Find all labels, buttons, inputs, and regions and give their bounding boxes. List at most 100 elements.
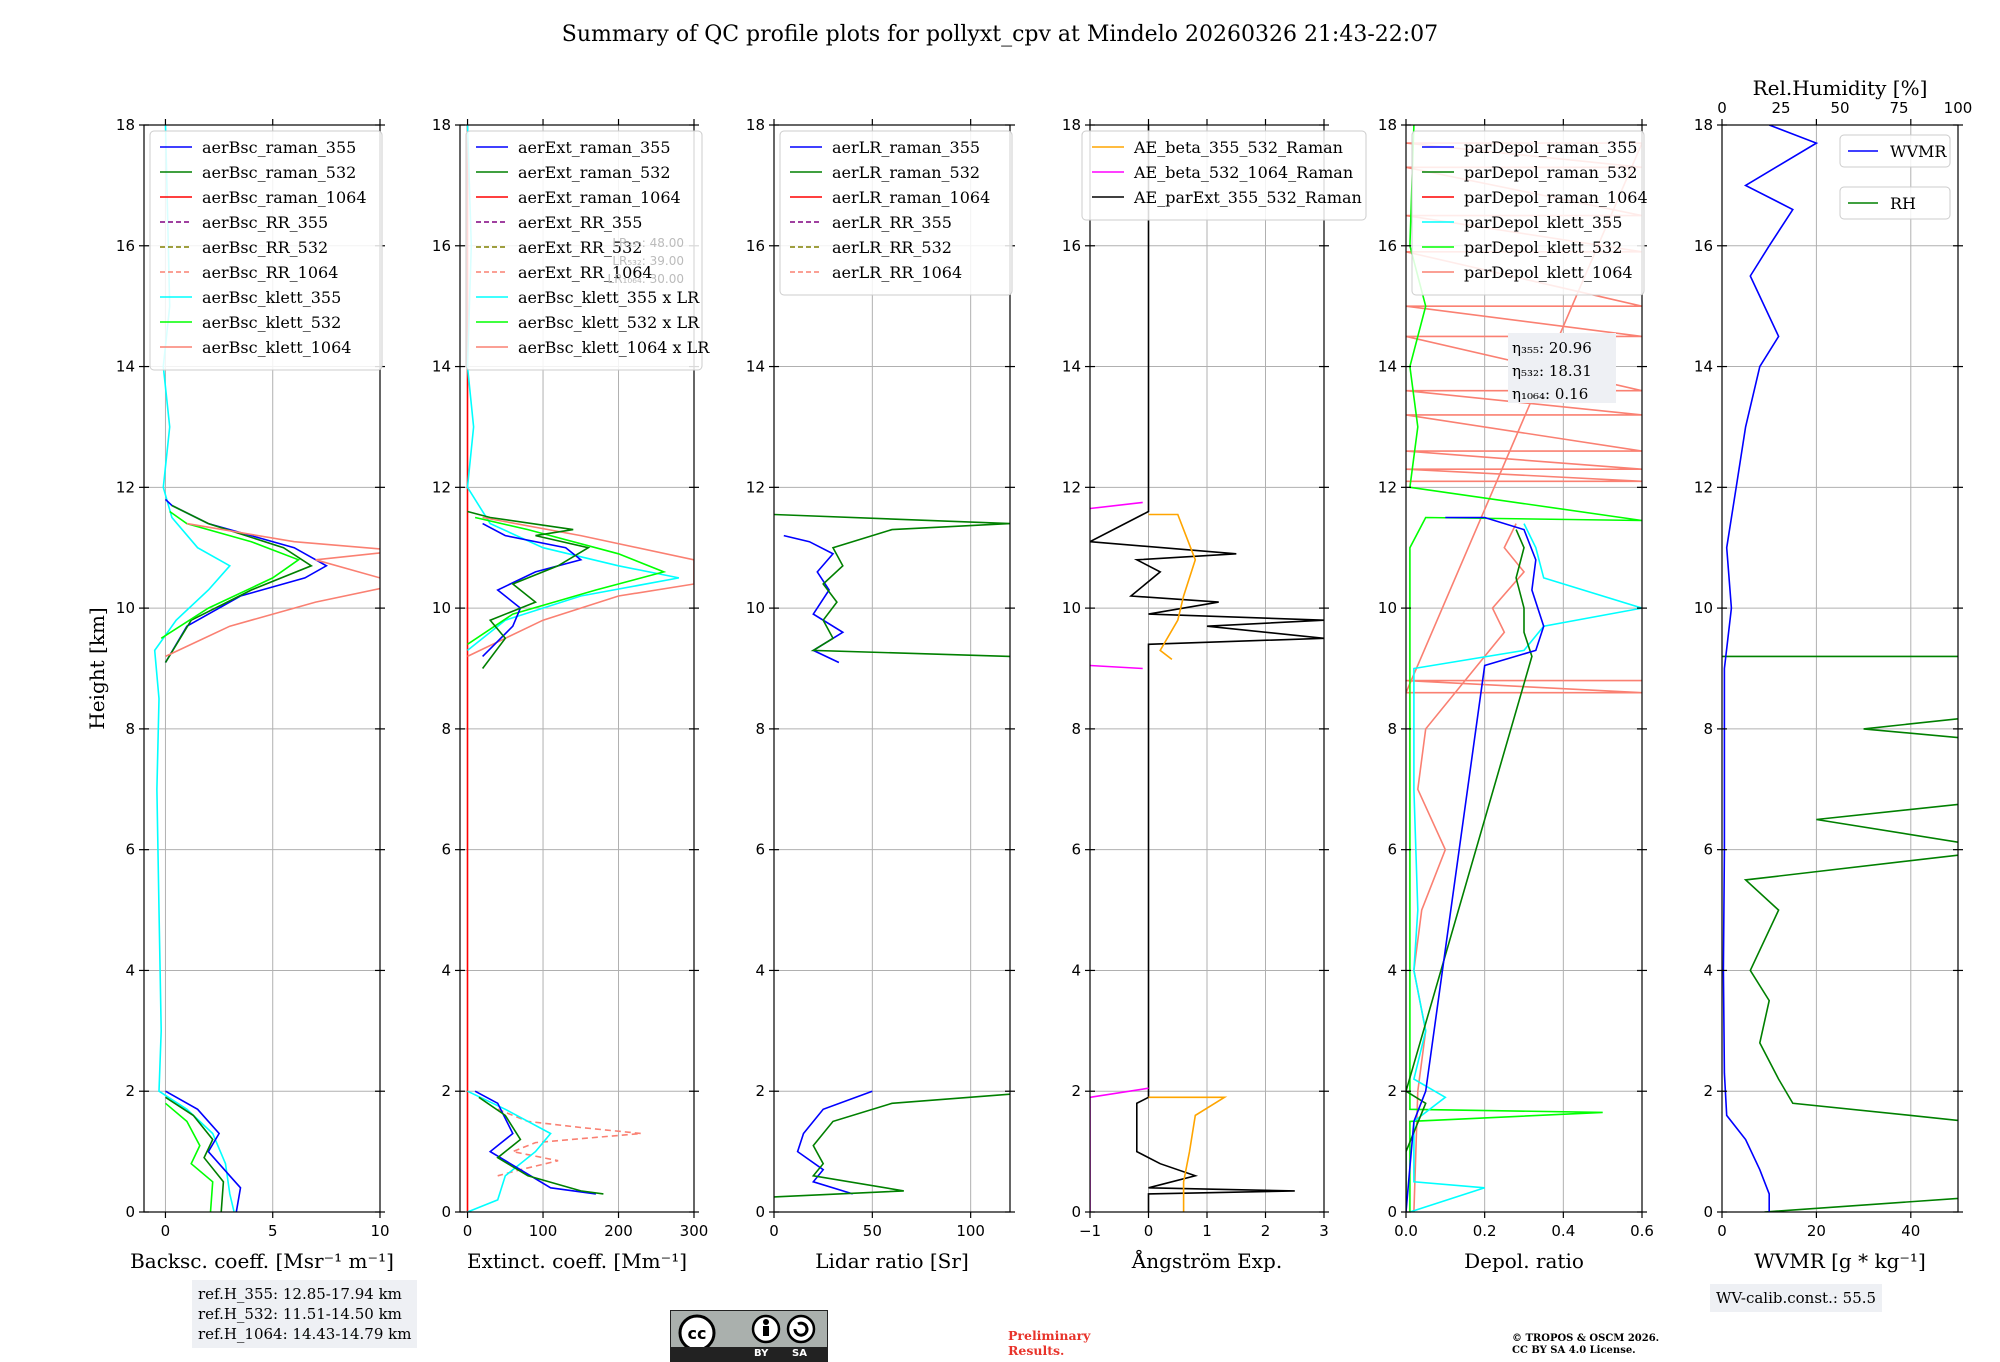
y-tick-label: 8 [1703,720,1713,738]
y-tick-label: 10 [1062,599,1081,617]
legend-label: parDepol_raman_1064 [1464,188,1648,207]
y-tick-label: 18 [432,116,451,134]
y-tick-label: 6 [755,841,765,859]
y-tick-label: 12 [1378,478,1397,496]
y-tick-label: 16 [1694,237,1713,255]
y-tick-label: 10 [116,599,135,617]
series-group [153,125,380,1212]
legend-label: aerBsc_RR_355 [202,213,328,232]
y-tick-label: 0 [755,1203,765,1221]
y-tick-label: 14 [746,358,765,376]
series-line-aerExt-raman-532 [467,510,591,669]
y-tick-label: 4 [1703,961,1713,979]
y-tick-label: 14 [432,358,451,376]
y-tick-label: 14 [1062,358,1081,376]
y-tick-label: 12 [746,478,765,496]
series-line-parDepol-raman-355 [1406,516,1545,1212]
y-tick-label: 16 [432,237,451,255]
series-line-aerBsc-raman-532-pbl [165,1096,225,1212]
legend-label: aerLR_RR_355 [832,213,952,232]
legend-label: aerLR_raman_532 [832,163,980,182]
y-tick-label: 0 [441,1203,451,1221]
cc-license-bar: BY SA [671,1347,827,1361]
series-line-parDepol-raman-532 [1406,529,1533,1212]
x-axis-label: Extinct. coeff. [Mm⁻¹] [467,1249,687,1273]
legend-box [1839,134,1951,168]
legend-label: aerExt_raman_532 [518,163,671,182]
y-tick-label: 0 [1703,1203,1713,1221]
legend-label: AE_beta_355_532_Raman [1133,138,1343,157]
y-tick-label: 10 [1378,599,1397,617]
x-tick-label: 50 [863,1222,882,1240]
copyright-line-2: CC BY SA 4.0 License. [1512,1345,1636,1356]
eta-label: η₃₅₅: 20.96 [1512,339,1592,357]
legend-box [1839,186,1951,220]
legend-label: WVMR [1890,142,1947,161]
legend-label: aerLR_raman_1064 [832,188,990,207]
series-line-AE-parExt-355-532-Raman [1090,125,1324,1212]
copyright-line-1: © TROPOS & OSCM 2026. [1512,1333,1660,1344]
copyright-note: © TROPOS & OSCM 2026. CC BY SA 4.0 Licen… [1512,1333,1772,1357]
panel-1: 0 2 4 6 8 10 12 14 16 18 0 5 10 Backsc. coeff. [Msr⁻¹… [116,116,394,1273]
y-tick-label: 10 [746,599,765,617]
x2-tick-label: 100 [1944,99,1973,117]
legend-label: aerBsc_RR_532 [202,238,328,257]
y-tick-label: 0 [1071,1203,1081,1221]
y-tick-label: 8 [1071,720,1081,738]
y-tick-label: 8 [441,720,451,738]
y-tick-label: 6 [125,841,135,859]
series-line-aerLR-raman-532-pbl [774,1093,1010,1198]
legend-label: parDepol_raman_355 [1464,138,1637,157]
legend-label: aerBsc_klett_355 [202,288,341,307]
legend-label: parDepol_klett_532 [1464,238,1622,257]
series-line-AE-beta-532-1064-Raman [1090,1087,1149,1212]
legend-label: parDepol_klett_355 [1464,213,1622,232]
series-line-aerBsc-raman-532 [164,504,314,663]
y-tick-label: 6 [1387,841,1397,859]
series-line-aerLR-raman-532 [774,513,1010,658]
legend: aerBsc_raman_355 aerBsc_raman_532 aerBsc_r… [149,130,383,371]
legend: parDepol_raman_355 parDepol_raman_532 parD… [1411,130,1648,296]
legend: aerLR_raman_355 aerLR_raman_532 aerLR_rama… [779,130,1013,296]
x2-tick-label: 75 [1889,99,1908,117]
legend-label: parDepol_raman_532 [1464,163,1637,182]
y-tick-label: 14 [1378,358,1397,376]
legend-label: RH [1890,194,1916,213]
x-tick-label: 1 [1202,1222,1212,1240]
x-axis-label: WVMR [g * kg⁻¹] [1754,1249,1926,1273]
y-axis-label: Height [km] [85,607,109,729]
legend-label: aerExt_RR_1064 [518,263,653,282]
series-line-aerBsc-klett-532-pbl [164,1102,214,1212]
x-axis-label: Depol. ratio [1464,1249,1584,1273]
y-tick-label: 2 [755,1082,765,1100]
y-tick-label: 6 [1071,841,1081,859]
x-tick-label: 300 [680,1222,709,1240]
x-tick-label: 40 [1901,1222,1920,1240]
x-tick-label: 200 [604,1222,633,1240]
legend-label: aerBsc_klett_355 x LR [518,288,700,307]
y-tick-label: 2 [1387,1082,1397,1100]
x-tick-label: 0 [463,1222,473,1240]
cc-logo-icon: cc [678,1314,816,1347]
lr-annotation: LR₅₃₂: 39.00 [612,254,684,268]
x-tick-label: 100 [529,1222,558,1240]
wv-calib-box: WV-calib.const.: 55.5 [1710,1284,1883,1312]
series-line-aerBsc-klett-532-x-LR [467,516,667,645]
y-tick-label: 18 [1062,116,1081,134]
axes-frame [1405,124,1643,1213]
series-line-parDepol-klett-532 [1409,125,1642,1212]
axes-frame [773,124,1011,1213]
x-tick-label: −1 [1079,1222,1101,1240]
cc-license-logo: cc BY SA [670,1310,828,1362]
series-line-aerBsc-klett-355-x-LR-pbl [467,1090,552,1212]
series-line-aerExt-RR-1064 [497,1108,642,1177]
series-line-aerBsc-klett-1064-x-LR [467,516,694,658]
x2-tick-label: 0 [1717,99,1727,117]
cc-by: BY [754,1348,769,1359]
legend-label: aerExt_RR_355 [518,213,642,232]
series-line-aerBsc-klett-1064 [165,522,380,658]
ref-heights-box: ref.H_355: 12.85-17.94 km ref.H_532: 11.… [192,1280,418,1348]
legend-label: parDepol_klett_1064 [1464,263,1633,282]
